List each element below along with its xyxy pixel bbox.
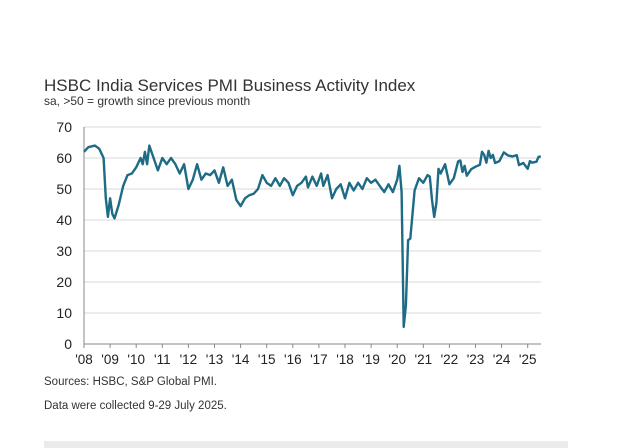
x-tick-label: '15 <box>258 352 276 367</box>
x-tick-label: '19 <box>362 352 380 367</box>
x-tick-label: '16 <box>284 352 302 367</box>
collection-note: Data were collected 9-29 July 2025. <box>44 400 227 412</box>
x-tick-label: '11 <box>154 352 171 367</box>
y-tick-label: 50 <box>56 181 72 197</box>
x-tick-label: '23 <box>467 352 485 367</box>
chart-title: HSBC India Services PMI Business Activit… <box>44 76 416 95</box>
sources-note: Sources: HSBC, S&P Global PMI. <box>44 376 217 388</box>
x-tick-label: '08 <box>75 352 93 367</box>
x-tick-label: '20 <box>388 352 406 367</box>
y-tick-label: 40 <box>56 212 72 228</box>
y-tick-label: 60 <box>56 150 72 166</box>
x-tick-label: '21 <box>415 352 433 367</box>
footer-bar <box>44 441 568 448</box>
x-tick-label: '14 <box>232 352 250 367</box>
x-tick-label: '24 <box>493 352 511 367</box>
y-tick-label: 0 <box>64 336 72 352</box>
y-tick-label: 10 <box>56 305 72 321</box>
x-tick-label: '22 <box>441 352 459 367</box>
x-tick-label: '09 <box>101 352 119 367</box>
y-tick-label: 30 <box>56 243 72 259</box>
x-tick-label: '12 <box>180 352 198 367</box>
y-tick-label: 70 <box>56 119 72 135</box>
x-tick-label: '25 <box>519 352 537 367</box>
series-line <box>83 144 542 329</box>
x-tick-label: '17 <box>310 352 328 367</box>
y-tick-label: 20 <box>56 274 72 290</box>
x-tick-label: '10 <box>127 352 145 367</box>
x-tick-label: '13 <box>206 352 224 367</box>
chart-subtitle: sa, >50 = growth since previous month <box>44 94 251 108</box>
x-tick-label: '18 <box>336 352 354 367</box>
